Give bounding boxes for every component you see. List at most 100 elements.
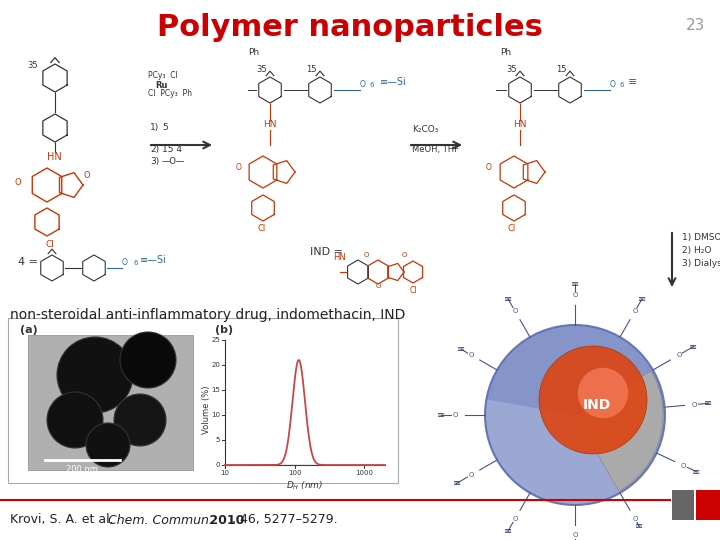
Text: O: O xyxy=(513,308,518,314)
Text: O: O xyxy=(83,171,89,180)
Text: HN: HN xyxy=(47,152,62,162)
Text: Ru: Ru xyxy=(155,81,168,90)
Text: ≡: ≡ xyxy=(571,279,579,289)
Text: 15: 15 xyxy=(211,387,220,393)
Text: O: O xyxy=(401,252,407,258)
Text: 23: 23 xyxy=(685,18,705,33)
Text: Cl: Cl xyxy=(258,224,266,233)
Text: ≡—Si: ≡—Si xyxy=(140,255,167,265)
Text: 2010: 2010 xyxy=(205,514,244,526)
Text: 10: 10 xyxy=(211,412,220,418)
Text: PCy₃  Cl: PCy₃ Cl xyxy=(148,71,178,80)
Polygon shape xyxy=(403,261,423,283)
Polygon shape xyxy=(309,77,331,103)
Text: 200 nm: 200 nm xyxy=(66,465,98,474)
Text: 3) Dialysis: 3) Dialysis xyxy=(682,259,720,268)
Text: 1000: 1000 xyxy=(355,470,373,476)
Text: O: O xyxy=(469,472,474,478)
Text: 15 4: 15 4 xyxy=(162,145,182,154)
Text: ≡: ≡ xyxy=(437,410,445,420)
Text: 3): 3) xyxy=(150,157,159,166)
Text: ≡: ≡ xyxy=(638,294,646,304)
Text: Chem. Commun.: Chem. Commun. xyxy=(108,514,213,526)
Text: O: O xyxy=(681,463,686,469)
Text: IND: IND xyxy=(583,398,611,412)
Polygon shape xyxy=(60,173,83,197)
Bar xyxy=(672,490,694,520)
Text: 100: 100 xyxy=(288,470,301,476)
Text: O: O xyxy=(572,292,577,298)
Polygon shape xyxy=(559,77,581,103)
Text: $D_H$ (nm): $D_H$ (nm) xyxy=(287,479,324,491)
Circle shape xyxy=(114,394,166,446)
Polygon shape xyxy=(35,208,59,236)
Text: (a): (a) xyxy=(20,325,37,335)
Circle shape xyxy=(86,423,130,467)
Text: 35: 35 xyxy=(27,61,38,70)
Text: O: O xyxy=(632,516,638,522)
Text: O: O xyxy=(469,352,474,358)
Text: Cl: Cl xyxy=(409,286,417,295)
Polygon shape xyxy=(503,195,526,221)
Text: O: O xyxy=(610,80,616,89)
Text: 20: 20 xyxy=(211,362,220,368)
Text: ≡: ≡ xyxy=(689,342,698,352)
Text: Polymer nanoparticles: Polymer nanoparticles xyxy=(157,14,543,43)
Circle shape xyxy=(485,325,665,505)
Text: Ph: Ph xyxy=(500,48,511,57)
Text: HN: HN xyxy=(264,120,276,129)
Text: 10: 10 xyxy=(220,470,230,476)
Polygon shape xyxy=(523,160,545,184)
Text: 0: 0 xyxy=(215,462,220,468)
Text: (b): (b) xyxy=(215,325,233,335)
Text: 5: 5 xyxy=(215,437,220,443)
Text: ≡: ≡ xyxy=(704,399,713,408)
Text: 15: 15 xyxy=(556,65,567,74)
Text: 1) DMSO: 1) DMSO xyxy=(682,233,720,242)
Circle shape xyxy=(47,392,103,448)
Polygon shape xyxy=(32,168,62,202)
Bar xyxy=(696,490,720,520)
Text: ≡: ≡ xyxy=(452,478,461,488)
Polygon shape xyxy=(43,114,67,142)
Text: ≡—Si: ≡—Si xyxy=(380,77,407,87)
Wedge shape xyxy=(487,325,665,415)
Polygon shape xyxy=(368,260,388,284)
Text: O: O xyxy=(632,308,638,314)
Text: O: O xyxy=(572,532,577,538)
Text: 2): 2) xyxy=(150,145,159,154)
Text: Cl  PCy₃  Ph: Cl PCy₃ Ph xyxy=(148,89,192,98)
Polygon shape xyxy=(83,255,105,281)
Text: O: O xyxy=(676,352,682,358)
Text: HN: HN xyxy=(333,253,346,262)
Text: O: O xyxy=(364,252,369,258)
Text: 4 =: 4 = xyxy=(18,257,38,267)
Text: ≡: ≡ xyxy=(457,345,465,354)
Text: —O—: —O— xyxy=(162,157,185,166)
Polygon shape xyxy=(41,255,63,281)
Text: , 46, 5277–5279.: , 46, 5277–5279. xyxy=(232,514,338,526)
Bar xyxy=(8,318,398,483)
Text: O: O xyxy=(360,80,366,89)
Wedge shape xyxy=(575,371,663,491)
Text: O: O xyxy=(375,283,381,289)
Polygon shape xyxy=(274,160,295,184)
Text: O: O xyxy=(692,402,697,408)
Text: 6: 6 xyxy=(370,82,374,88)
Text: non-steroidal anti-inflammatory drug, indomethacin, IND: non-steroidal anti-inflammatory drug, in… xyxy=(10,308,405,322)
Text: Cl: Cl xyxy=(45,240,55,249)
Text: O: O xyxy=(486,163,492,172)
Text: 2) H₂O: 2) H₂O xyxy=(682,246,711,255)
Polygon shape xyxy=(249,156,277,188)
Text: HN: HN xyxy=(513,120,527,129)
Circle shape xyxy=(577,368,628,418)
Text: O: O xyxy=(236,163,242,172)
Bar xyxy=(28,335,193,470)
Text: O: O xyxy=(452,412,458,418)
Text: Cl: Cl xyxy=(508,224,516,233)
Polygon shape xyxy=(348,260,369,284)
Text: ≡: ≡ xyxy=(693,467,701,477)
Text: ≡: ≡ xyxy=(504,526,512,536)
Text: MeOH, THF: MeOH, THF xyxy=(412,145,459,154)
Text: IND =: IND = xyxy=(310,247,343,257)
